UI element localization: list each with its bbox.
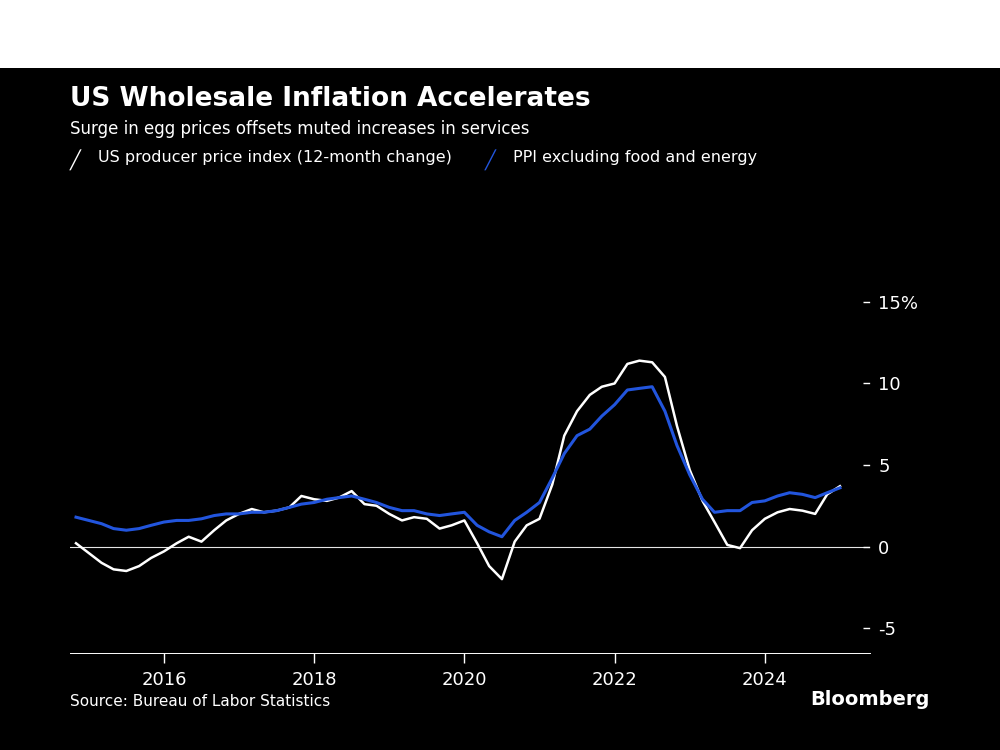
Text: Source: Bureau of Labor Statistics: Source: Bureau of Labor Statistics <box>70 694 330 709</box>
Text: Surge in egg prices offsets muted increases in services: Surge in egg prices offsets muted increa… <box>70 120 530 138</box>
Text: ╱: ╱ <box>70 150 81 171</box>
Text: Bloomberg: Bloomberg <box>811 690 930 709</box>
Text: PPI excluding food and energy: PPI excluding food and energy <box>513 150 757 165</box>
Text: ╱: ╱ <box>485 150 496 171</box>
Text: US Wholesale Inflation Accelerates: US Wholesale Inflation Accelerates <box>70 86 591 112</box>
Text: US producer price index (12-month change): US producer price index (12-month change… <box>98 150 452 165</box>
